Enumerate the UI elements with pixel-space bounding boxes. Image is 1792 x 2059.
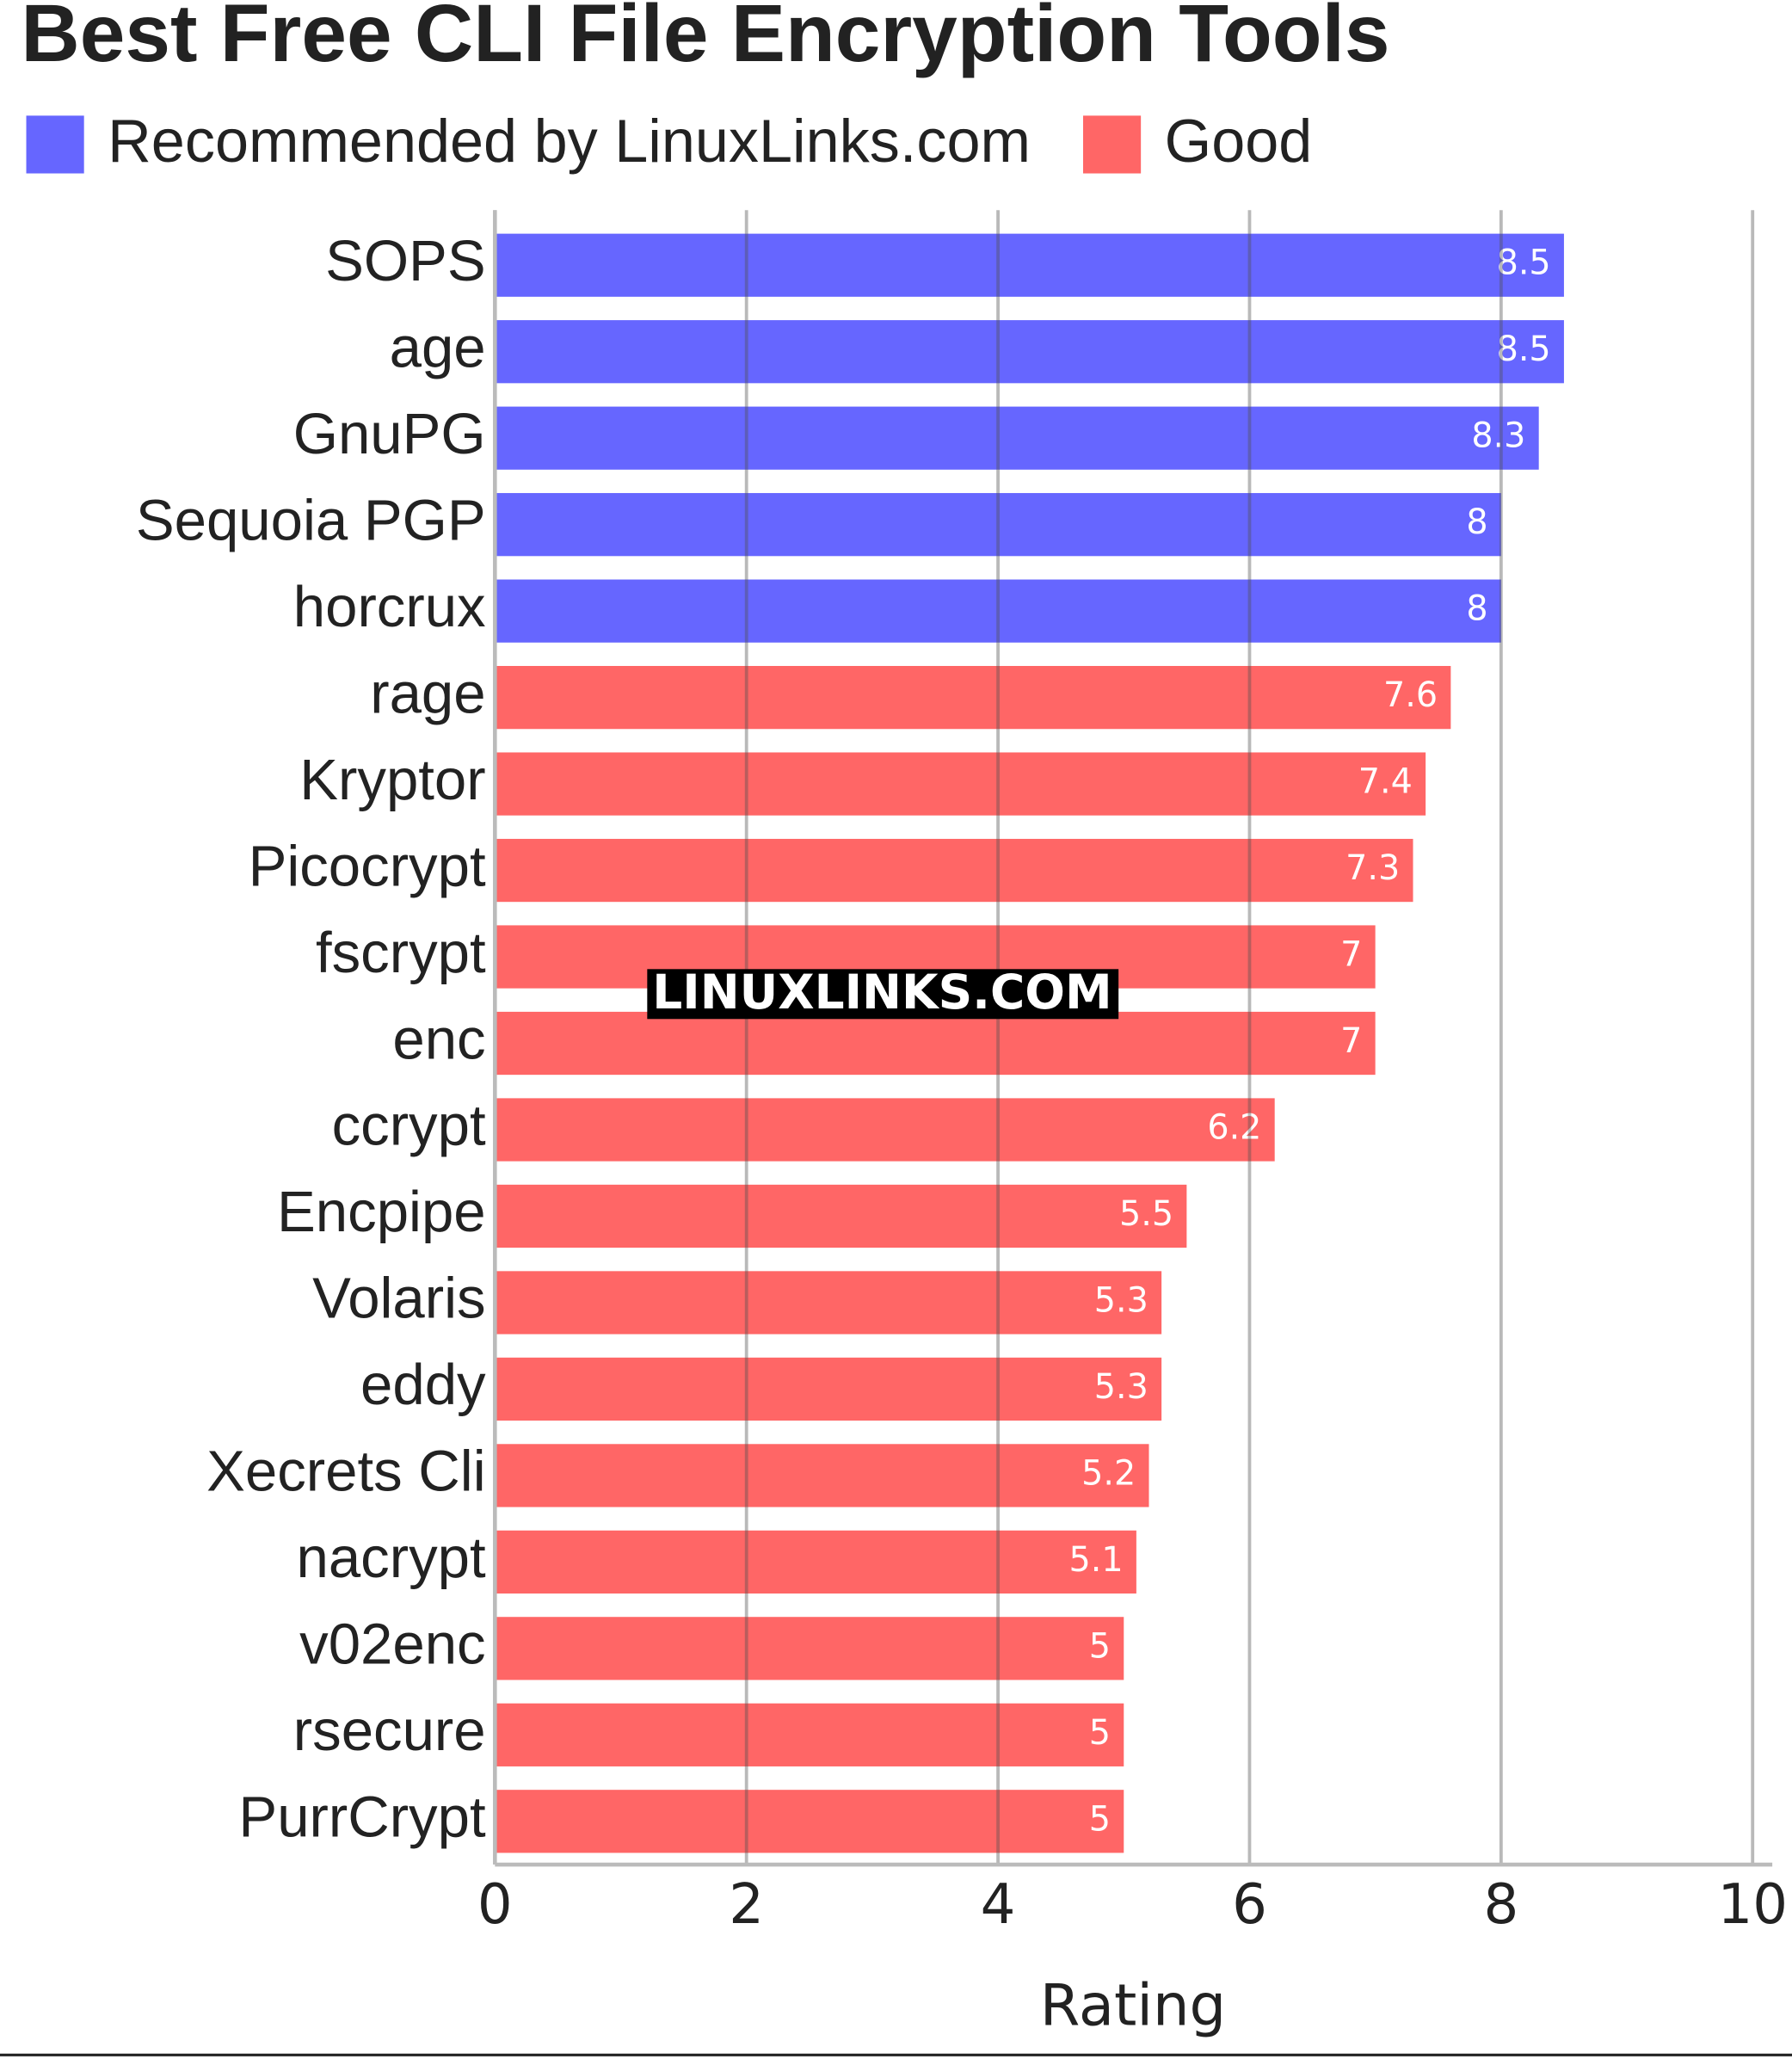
y-tick-label: nacrypt: [296, 1526, 485, 1590]
y-tick-label: Volaris: [312, 1267, 485, 1331]
value-label: 5.3: [1094, 1280, 1148, 1320]
bar: [495, 1444, 1149, 1507]
y-tick-label: Picocrypt: [249, 834, 486, 898]
y-tick-label: Kryptor: [299, 748, 485, 812]
bar: [495, 1271, 1162, 1335]
bar: [495, 1098, 1275, 1162]
y-tick-label: Xecrets Cli: [206, 1439, 486, 1504]
bar: [495, 406, 1539, 470]
legend-label: Recommended by LinuxLinks.com: [108, 107, 1031, 175]
bar: [495, 579, 1501, 643]
y-tick-label: fscrypt: [316, 921, 486, 985]
value-label: 5.3: [1094, 1367, 1148, 1407]
value-label: 5.5: [1119, 1194, 1173, 1234]
y-tick-label: PurrCrypt: [238, 1785, 486, 1850]
value-label: 8.5: [1497, 244, 1551, 283]
value-label: 6.2: [1207, 1107, 1261, 1147]
value-label: 7.6: [1383, 675, 1438, 715]
chart-title: Best Free CLI File Encryption Tools: [21, 0, 1389, 79]
bar: [495, 1011, 1376, 1076]
y-tick-label: ccrypt: [332, 1094, 486, 1158]
value-label: 5: [1089, 1799, 1111, 1839]
bar: [495, 1184, 1187, 1248]
watermark: LINUXLINKS.COM: [652, 965, 1112, 1020]
bar: [495, 1703, 1124, 1766]
y-tick-label: eddy: [360, 1353, 486, 1417]
x-tick-label: 6: [1232, 1873, 1267, 1937]
value-label: 7.3: [1346, 848, 1400, 888]
y-tick-label: rage: [370, 661, 485, 725]
y-tick-label: age: [390, 315, 486, 379]
value-label: 5: [1089, 1626, 1111, 1666]
value-label: 7: [1340, 935, 1362, 975]
legend-swatch: [1083, 115, 1142, 174]
y-tick-label: Sequoia PGP: [136, 488, 486, 552]
bar: [495, 1357, 1162, 1421]
value-label: 8: [1466, 502, 1487, 542]
value-label: 8.5: [1497, 330, 1551, 369]
value-label: 5.2: [1081, 1453, 1136, 1493]
legend-label: Good: [1165, 107, 1313, 175]
watermark-box: [647, 969, 1119, 1020]
bar: [495, 838, 1413, 903]
bar: [495, 1530, 1136, 1594]
y-tick-label: enc: [392, 1007, 485, 1071]
bar: [495, 493, 1501, 557]
x-tick-label: 2: [729, 1873, 764, 1937]
x-tick-label: 8: [1483, 1873, 1518, 1937]
x-axis-title: Rating: [1040, 1971, 1226, 2038]
y-tick-label: rsecure: [293, 1698, 486, 1763]
bar: [495, 233, 1564, 297]
value-label: 7.4: [1358, 762, 1413, 802]
y-tick-label: v02enc: [299, 1612, 485, 1677]
bar: [495, 1617, 1124, 1680]
value-label: 7: [1340, 1021, 1362, 1061]
bar: [495, 752, 1426, 816]
bar: [495, 665, 1451, 730]
value-label: 5.1: [1069, 1540, 1124, 1580]
value-label: 8: [1466, 589, 1487, 629]
value-label: 5: [1089, 1713, 1111, 1753]
y-tick-label: SOPS: [325, 229, 486, 293]
y-tick-label: GnuPG: [293, 402, 486, 466]
x-tick-label: 0: [477, 1873, 513, 1937]
x-tick-label: 4: [981, 1873, 1016, 1937]
bar: [495, 320, 1564, 384]
y-tick-label: horcrux: [293, 575, 486, 639]
legend-swatch: [26, 115, 84, 174]
bar: [495, 1790, 1124, 1853]
y-tick-label: Encpipe: [277, 1180, 486, 1244]
x-tick-label: 10: [1717, 1873, 1788, 1937]
value-label: 8.3: [1471, 416, 1525, 456]
